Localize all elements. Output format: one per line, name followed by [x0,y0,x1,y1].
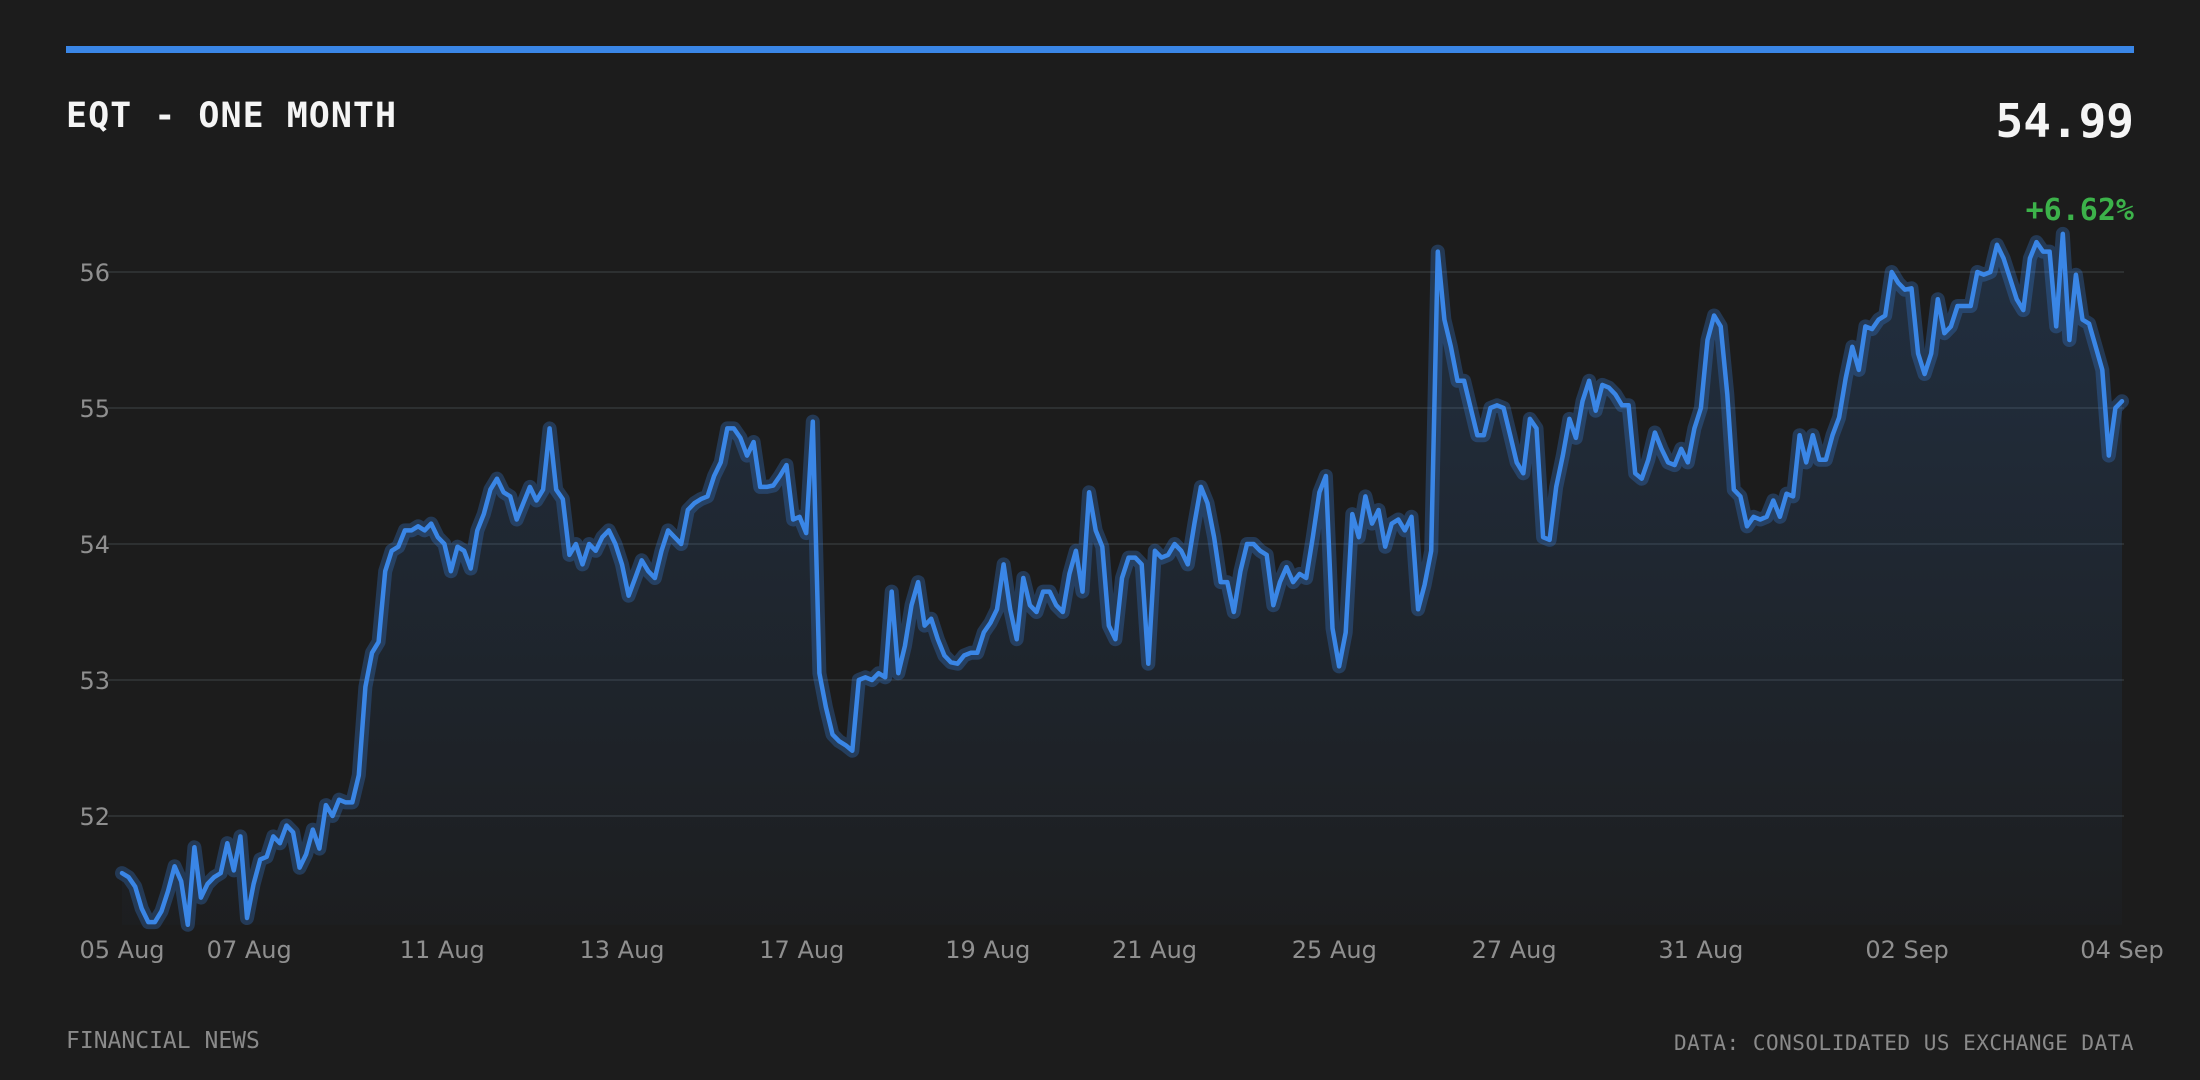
y-axis-ticks: 52 53 54 55 56 [79,259,110,831]
price-line [119,231,2125,928]
x-tick-label: 07 Aug [207,936,292,964]
y-tick-label: 53 [79,667,110,695]
top-accent-rule [66,46,2134,53]
x-tick-label: 17 Aug [759,936,844,964]
x-tick-label: 31 Aug [1658,936,1743,964]
x-tick-label: 19 Aug [945,936,1030,964]
price-change-percent: +6.62% [2025,193,2134,228]
y-tick-label: 55 [79,395,110,423]
chart-title: EQT - ONE MONTH [66,96,398,136]
current-price: 54.99 [1995,94,2134,148]
x-tick-label: 25 Aug [1292,936,1377,964]
footer-data-credit: DATA: CONSOLIDATED US EXCHANGE DATA [1673,1031,2134,1055]
x-tick-label: 21 Aug [1112,936,1197,964]
x-tick-label: 27 Aug [1472,936,1557,964]
y-tick-label: 52 [79,803,110,831]
y-tick-label: 56 [79,259,110,287]
x-tick-label: 05 Aug [79,936,164,964]
x-tick-label: 02 Sep [1865,936,1948,964]
y-tick-label: 54 [79,531,110,559]
x-axis-ticks: 05 Aug 07 Aug 11 Aug 13 Aug 17 Aug 19 Aug 21 A… [79,936,2163,964]
x-tick-label: 04 Sep [2080,936,2163,964]
x-tick-label: 13 Aug [579,936,664,964]
x-tick-label: 11 Aug [400,936,485,964]
footer-source-label: FINANCIAL NEWS [66,1028,260,1054]
